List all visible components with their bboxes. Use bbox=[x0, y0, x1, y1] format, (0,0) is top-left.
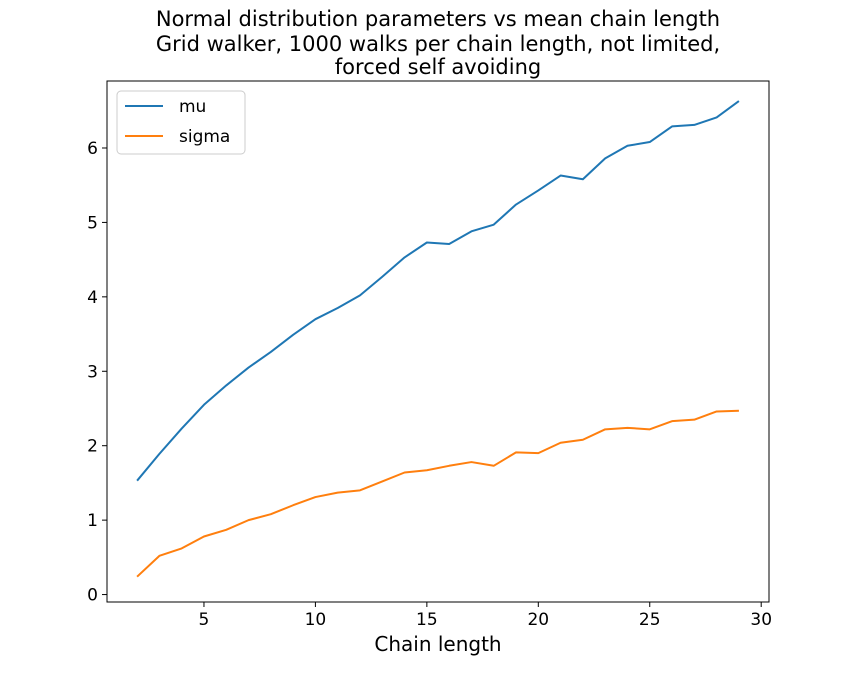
legend-label-sigma: sigma bbox=[179, 127, 230, 147]
plot-frame bbox=[106, 80, 770, 603]
legend-label-mu: mu bbox=[179, 97, 206, 117]
title-line-1: Normal distribution parameters vs mean c… bbox=[156, 7, 720, 31]
y-tick-label: 2 bbox=[87, 437, 98, 457]
series-line-sigma bbox=[136, 409, 739, 578]
y-tick-label: 3 bbox=[87, 362, 98, 382]
legend: mu sigma bbox=[116, 90, 246, 155]
x-tick-label: 5 bbox=[199, 610, 210, 630]
y-tick-label: 0 bbox=[87, 586, 98, 606]
x-tick-label: 20 bbox=[527, 610, 549, 630]
y-tick-label: 1 bbox=[87, 511, 98, 531]
title-line-3: forced self avoiding bbox=[335, 55, 541, 79]
x-tick-label: 25 bbox=[639, 610, 661, 630]
title-line-2: Grid walker, 1000 walks per chain length… bbox=[156, 32, 720, 56]
series-layer bbox=[136, 100, 740, 578]
series-line-mu bbox=[136, 100, 740, 482]
y-tick-label: 6 bbox=[87, 139, 98, 159]
x-tick-label: 30 bbox=[750, 610, 772, 630]
y-axis: 0 1 2 3 4 5 6 bbox=[87, 139, 107, 606]
x-axis: 5 10 15 20 25 30 bbox=[199, 602, 772, 630]
y-tick-label: 4 bbox=[87, 288, 98, 308]
x-tick-label: 10 bbox=[305, 610, 327, 630]
x-axis-label: Chain length bbox=[374, 632, 501, 656]
chart-title: Normal distribution parameters vs mean c… bbox=[156, 7, 720, 79]
x-tick-label: 15 bbox=[416, 610, 438, 630]
y-tick-label: 5 bbox=[87, 213, 98, 233]
